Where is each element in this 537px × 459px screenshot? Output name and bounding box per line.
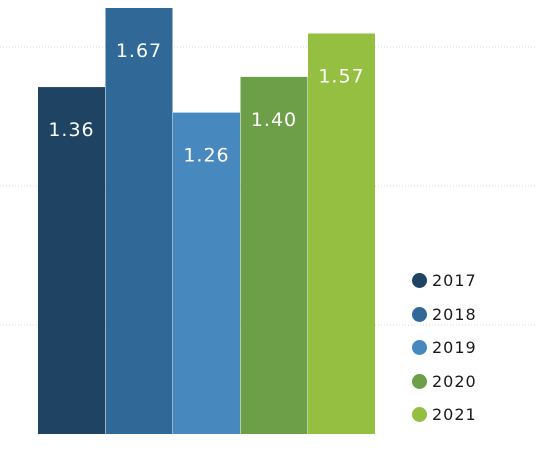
legend-label: 2020 <box>432 371 477 391</box>
bar-value-label-2020: 1.40 <box>251 109 297 131</box>
bar-2018 <box>105 8 173 434</box>
gridlines <box>0 46 537 326</box>
legend-marker <box>412 373 427 389</box>
legend-label: 2019 <box>432 338 477 358</box>
bar-value-label-2017: 1.36 <box>48 119 94 141</box>
legend-item-2019: 2019 <box>412 331 532 365</box>
bar-2019 <box>173 112 240 434</box>
legend-item-2018: 2018 <box>412 298 532 332</box>
legend-marker <box>412 407 427 423</box>
bar-2021 <box>308 33 375 435</box>
bar-value-label-2019: 1.26 <box>183 145 229 167</box>
legend-label: 2021 <box>432 405 477 425</box>
legend-label: 2017 <box>432 271 477 291</box>
chart-legend: 2017 2018 2019 2020 2021 <box>412 264 532 432</box>
bar-value-labels: 1.36 1.67 1.26 1.40 1.57 <box>48 40 364 167</box>
bar-2017 <box>38 87 105 434</box>
legend-item-2021: 2021 <box>412 398 532 432</box>
legend-item-2017: 2017 <box>412 264 532 298</box>
legend-marker <box>412 306 427 322</box>
legend-marker <box>412 340 427 356</box>
bar-value-label-2021: 1.57 <box>318 66 364 88</box>
legend-item-2020: 2020 <box>412 365 532 399</box>
legend-label: 2018 <box>432 304 477 324</box>
bars <box>38 8 375 435</box>
legend-marker <box>412 273 427 289</box>
bar-value-label-2018: 1.67 <box>116 40 162 62</box>
bar-2020 <box>240 76 308 434</box>
